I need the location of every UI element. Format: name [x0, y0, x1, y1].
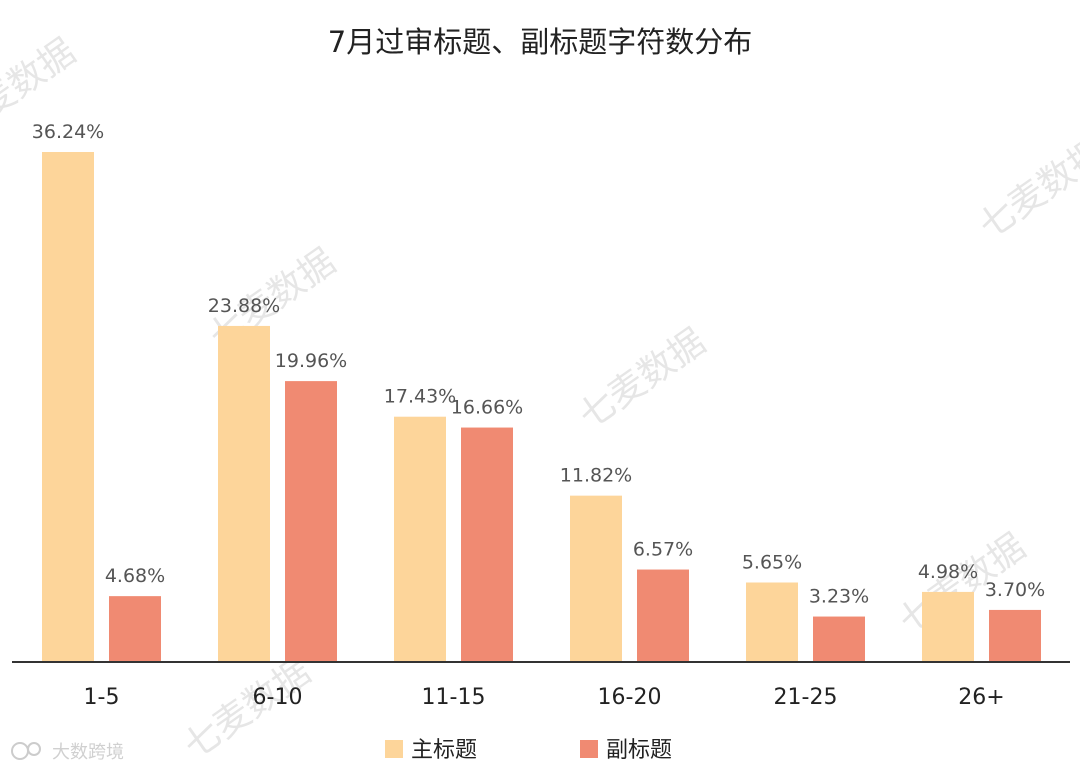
bars-group	[42, 152, 1041, 662]
footer-watermark: 大数跨境	[11, 742, 124, 763]
legend-swatch	[385, 740, 403, 758]
data-label: 4.68%	[105, 565, 165, 587]
legend-swatch	[580, 740, 598, 758]
bar-sub-1-5	[109, 596, 161, 662]
brand-logo-icon	[27, 742, 41, 756]
watermark-text: 七麦数据	[572, 321, 713, 437]
bar-main-11-15	[394, 416, 446, 662]
data-label: 4.98%	[918, 561, 978, 583]
watermarks: 七麦数据 七麦数据 七麦数据 七麦数据 七麦数据 七麦数据	[0, 31, 1080, 767]
bar-main-16-20	[570, 495, 622, 662]
value-labels-group: 36.24% 4.68% 23.88% 19.96% 17.43%16.66% 11.82…	[32, 121, 1045, 608]
data-label: 36.24%	[32, 121, 104, 143]
bar-sub-6-10	[285, 381, 337, 662]
legend-label: 副标题	[606, 738, 672, 763]
x-tick-label: 6-10	[253, 685, 303, 710]
x-tick-label: 16-20	[598, 685, 662, 710]
data-label: 16.66%	[451, 397, 523, 419]
bar-sub-11-15	[461, 427, 513, 662]
data-label: 3.70%	[985, 579, 1045, 601]
x-tick-labels-group: 1-5 6-10 11-15 16-20 21-25 26+	[84, 685, 1005, 710]
data-label: 17.43%	[384, 386, 456, 408]
bar-sub-21-25	[813, 616, 865, 662]
bar-main-1-5	[42, 152, 94, 662]
data-label: 11.82%	[560, 465, 632, 487]
bar-sub-16-20	[637, 569, 689, 662]
brand-logo-icon	[11, 742, 29, 760]
bar-main-21-25	[746, 582, 798, 662]
legend-label: 主标题	[411, 738, 477, 763]
bar-main-6-10	[218, 325, 270, 662]
data-label: 19.96%	[275, 350, 347, 372]
footer-watermark-text: 大数跨境	[52, 742, 124, 763]
data-label: 5.65%	[742, 551, 802, 573]
chart-title: 7月过审标题、副标题字符数分布	[328, 25, 752, 59]
data-label: 6.57%	[633, 539, 693, 561]
watermark-text: 七麦数据	[972, 131, 1080, 247]
x-tick-label: 21-25	[774, 685, 838, 710]
x-tick-label: 11-15	[422, 685, 486, 710]
x-tick-label: 26+	[958, 685, 1004, 710]
bar-main-26+	[922, 591, 974, 662]
data-label: 23.88%	[208, 295, 280, 317]
bar-sub-26+	[989, 609, 1041, 662]
legend: 主标题 副标题	[385, 738, 672, 763]
x-tick-label: 1-5	[84, 685, 120, 710]
data-label: 3.23%	[809, 586, 869, 608]
